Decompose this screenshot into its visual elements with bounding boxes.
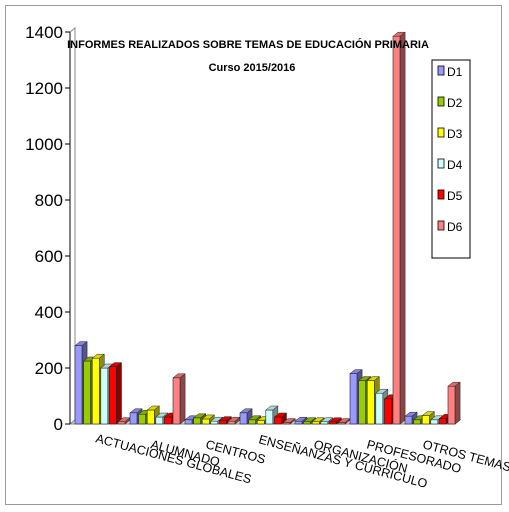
bar-front	[375, 392, 384, 425]
bar-front	[109, 366, 117, 425]
bar	[273, 412, 288, 425]
bar-front	[439, 418, 447, 425]
bar-front	[366, 380, 375, 425]
legend-label: D4	[447, 158, 463, 172]
bar	[108, 362, 123, 425]
bar-front	[146, 409, 155, 425]
chart-title: INFORMES REALIZADOS SOBRE TEMAS DE EDUCA…	[67, 38, 429, 51]
y-tick-label: 400	[35, 303, 63, 322]
bar-front	[201, 418, 210, 425]
bar-front	[303, 421, 312, 425]
bar-front	[256, 420, 265, 425]
axis-layer: 0 200 400 600 800 1000 1200 1400	[25, 23, 462, 434]
legend-swatch	[437, 65, 445, 76]
bar-front	[239, 412, 248, 425]
legend-item: D6	[437, 220, 463, 234]
bar-side	[399, 31, 406, 425]
bar-front	[294, 420, 303, 425]
bar-front	[358, 380, 367, 425]
legend-swatch	[437, 158, 445, 169]
legend-swatch	[437, 96, 445, 107]
legend-item: D5	[437, 189, 463, 203]
legend-label: D5	[447, 189, 463, 203]
bar-front	[172, 377, 181, 425]
bar-side	[454, 381, 461, 425]
legend-swatch	[437, 220, 445, 231]
bar-front	[138, 413, 147, 425]
bar-front	[248, 419, 257, 425]
bar	[447, 381, 461, 425]
bar-front	[329, 421, 337, 425]
y-tick-label: 1000	[25, 135, 63, 154]
bar-front	[384, 398, 392, 425]
legend-item: D1	[437, 65, 463, 79]
bar-front	[155, 416, 164, 425]
bar	[392, 31, 406, 425]
bars-layer	[74, 31, 461, 425]
bar-front	[184, 419, 193, 425]
legend-label: D1	[447, 65, 463, 79]
legend-label: D2	[447, 96, 463, 110]
x-category-label: ACTUACIONES GLOBALES	[94, 431, 253, 486]
bar-front	[404, 415, 413, 425]
legend-item: D4	[437, 158, 463, 172]
bar-front	[430, 419, 439, 425]
bar-front	[421, 415, 430, 425]
legend-swatch	[437, 127, 445, 138]
bar-front	[164, 416, 172, 425]
legend-swatch	[437, 189, 445, 200]
y-tick-label: 1400	[25, 23, 63, 42]
bar-front	[413, 419, 422, 425]
bar-front	[274, 416, 282, 425]
y-tick-label: 0	[54, 415, 63, 434]
bar-side	[179, 373, 186, 425]
legend: D1 D2 D3 D4 D5 D6	[431, 59, 471, 259]
legend-label: D6	[447, 220, 463, 234]
left-wall	[69, 26, 76, 426]
bar-front	[100, 367, 109, 425]
bar-front	[129, 412, 138, 425]
y-tick-label: 600	[35, 247, 63, 266]
bar-front	[227, 420, 236, 425]
y-tick-label: 800	[35, 191, 63, 210]
bar-front	[91, 357, 100, 425]
bar	[282, 418, 296, 425]
bar-front	[117, 421, 126, 425]
chart-subtitle: Curso 2015/2016	[209, 62, 296, 74]
legend-item: D3	[437, 127, 463, 141]
legend-label: D3	[447, 127, 463, 141]
bar-front	[210, 420, 219, 425]
y-tick-label: 200	[35, 359, 63, 378]
bar-side	[289, 418, 296, 425]
bar-front	[219, 420, 227, 425]
bar-front	[311, 421, 320, 425]
y-tick-label: 1200	[25, 79, 63, 98]
bar	[172, 373, 186, 425]
bar-side	[116, 362, 122, 425]
bar-front	[447, 385, 456, 425]
bar-front	[349, 373, 358, 425]
bar-front	[83, 360, 91, 425]
bar-front	[193, 417, 202, 425]
bar-front	[265, 409, 274, 425]
bar-front	[392, 35, 401, 425]
bar-front	[320, 421, 329, 425]
category-labels: ACTUACIONES GLOBALESALUMNADOCENTROSENSEÑ…	[94, 431, 509, 491]
bar-front	[74, 345, 83, 425]
legend-item: D2	[437, 96, 463, 110]
